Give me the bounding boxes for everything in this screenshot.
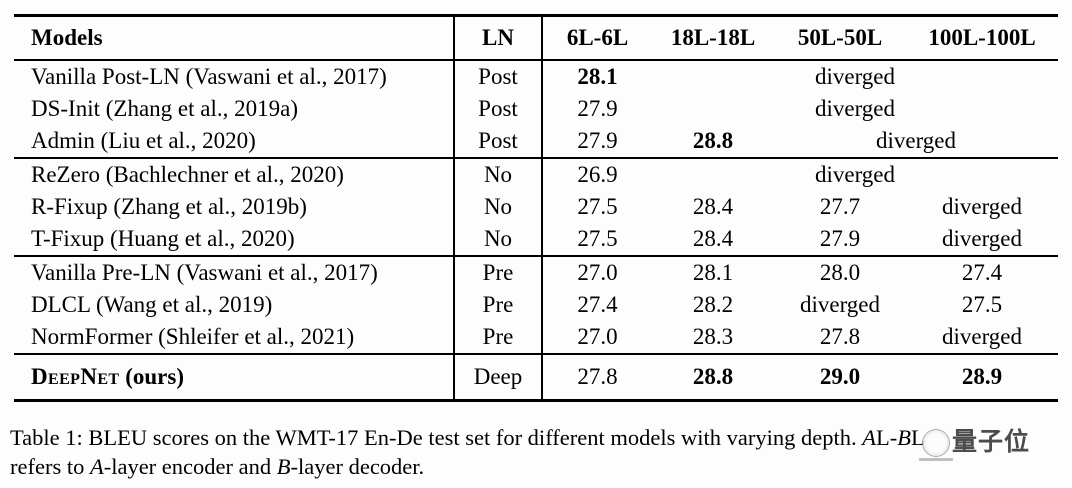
ln-type-cell: Post <box>454 125 543 158</box>
bleu-score-cell: 27.4 <box>961 259 1003 285</box>
bleu-score-cell: 28.8 <box>692 127 734 153</box>
column-header-ln: LN <box>454 15 543 60</box>
bleu-score-cell: 27.0 <box>577 259 618 285</box>
caption-line-1: Table 1: BLEU scores on the WMT-17 En-De… <box>10 425 925 450</box>
bleu-score-cell: 28.3 <box>692 323 734 349</box>
deepnet-group: DeepNet (ours) Deep 27.8 28.8 29.0 28.9 <box>14 354 1058 401</box>
bleu-score-cell: 27.9 <box>577 127 618 153</box>
diverged-cell: diverged <box>941 193 1023 219</box>
diverged-cell: diverged <box>875 127 957 153</box>
caption-line-2: refers to A-layer encoder and B-layer de… <box>10 454 425 479</box>
bleu-score-cell: 26.9 <box>577 161 618 187</box>
watermark: 量子位 <box>903 418 1063 476</box>
ln-type-cell: Post <box>454 60 543 93</box>
bleu-score-cell: 28.8 <box>692 363 734 389</box>
diverged-cell: diverged <box>814 161 896 187</box>
pre-ln-group: Vanilla Pre-LN (Vaswani et al., 2017) Pre… <box>14 256 1058 354</box>
table-row: NormFormer (Shleifer et al., 2021) Pre 27.… <box>14 321 1058 354</box>
watermark-text: 量子位 <box>952 427 1031 456</box>
ln-type-cell: No <box>454 223 543 256</box>
diverged-cell: diverged <box>941 225 1023 251</box>
table-row: T-Fixup (Huang et al., 2020) No 27.5 28.4 27… <box>14 223 1058 256</box>
bleu-score-cell: 28.4 <box>692 193 734 219</box>
ln-type-cell: Pre <box>454 256 543 289</box>
bleu-score-cell: 27.9 <box>819 225 861 251</box>
diverged-cell: diverged <box>814 95 896 121</box>
post-ln-group: Vanilla Post-LN (Vaswani et al., 2017) Po… <box>14 60 1058 158</box>
ln-type-cell: No <box>454 158 543 191</box>
ln-type-cell: Pre <box>454 321 543 354</box>
ln-type-cell: No <box>454 191 543 223</box>
column-header-depth-2: 50L-50L <box>797 24 883 50</box>
bleu-score-cell: 27.7 <box>819 193 861 219</box>
bleu-score-cell: 28.1 <box>692 259 734 285</box>
table-row: DS-Init (Zhang et al., 2019a) Post 27.9 div… <box>14 93 1058 125</box>
deepnet-name: DeepNet <box>31 363 120 389</box>
bleu-score-cell: 27.4 <box>577 291 618 317</box>
table-row: Vanilla Pre-LN (Vaswani et al., 2017) Pre… <box>14 256 1058 289</box>
bleu-score-cell: 29.0 <box>819 363 861 389</box>
bleu-score-cell: 27.8 <box>577 363 618 389</box>
diverged-cell: diverged <box>814 63 896 89</box>
diverged-cell: diverged <box>799 291 881 317</box>
table-row: Vanilla Post-LN (Vaswani et al., 2017) Po… <box>14 60 1058 93</box>
bleu-score-cell: 27.5 <box>577 193 618 219</box>
model-cell: DeepNet (ours) <box>14 354 455 401</box>
column-header-depth-0: 6L-6L <box>566 24 629 50</box>
column-header-depth-1: 18L-18L <box>670 24 756 50</box>
table-row: DeepNet (ours) Deep 27.8 28.8 29.0 28.9 <box>14 354 1058 401</box>
bleu-score-cell: 27.9 <box>577 95 618 121</box>
column-header-depth-3: 100L-100L <box>928 24 1036 50</box>
bleu-score-cell: 28.4 <box>692 225 734 251</box>
model-cell: T-Fixup (Huang et al., 2020) <box>14 223 455 256</box>
no-ln-group: ReZero (Bachlechner et al., 2020) No 26.9 d… <box>14 158 1058 256</box>
bleu-score-cell: 27.5 <box>961 291 1003 317</box>
bleu-score-cell: 28.1 <box>577 63 618 89</box>
table-header-row: Models LN 6L-6L 18L-18L 50L-50L 100L-100L <box>14 15 1058 60</box>
bleu-score-cell: 27.0 <box>577 323 618 349</box>
header-row: Models LN 6L-6L 18L-18L 50L-50L 100L-100L <box>14 15 1058 60</box>
bleu-score-cell: 28.9 <box>961 363 1003 389</box>
model-cell: ReZero (Bachlechner et al., 2020) <box>14 158 455 191</box>
bleu-score-cell: 28.2 <box>692 291 734 317</box>
model-cell: R-Fixup (Zhang et al., 2019b) <box>14 191 455 223</box>
ln-type-cell: Post <box>454 93 543 125</box>
column-header-models: Models <box>14 15 455 60</box>
model-cell: Vanilla Post-LN (Vaswani et al., 2017) <box>14 60 455 93</box>
bleu-score-cell: 28.0 <box>819 259 861 285</box>
model-cell: DS-Init (Zhang et al., 2019a) <box>14 93 455 125</box>
deepnet-ours-suffix: (ours) <box>119 363 185 389</box>
diverged-cell: diverged <box>941 323 1023 349</box>
model-cell: Admin (Liu et al., 2020) <box>14 125 455 158</box>
table-caption: Table 1: BLEU scores on the WMT-17 En-De… <box>10 423 925 481</box>
bleu-score-table: Models LN 6L-6L 18L-18L 50L-50L 100L-100L Van… <box>14 14 1058 402</box>
bleu-score-cell: 27.8 <box>819 323 861 349</box>
model-cell: NormFormer (Shleifer et al., 2021) <box>14 321 455 354</box>
table-row: ReZero (Bachlechner et al., 2020) No 26.9 d… <box>14 158 1058 191</box>
bleu-score-cell: 27.5 <box>577 225 618 251</box>
table-row: DLCL (Wang et al., 2019) Pre 27.4 28.2 diver… <box>14 289 1058 321</box>
table-row: R-Fixup (Zhang et al., 2019b) No 27.5 28.4 2… <box>14 191 1058 223</box>
ln-type-cell: Deep <box>454 354 543 401</box>
table-row: Admin (Liu et al., 2020) Post 27.9 28.8 dive… <box>14 125 1058 158</box>
watermark-logo-icon <box>922 429 950 457</box>
model-cell: Vanilla Pre-LN (Vaswani et al., 2017) <box>14 256 455 289</box>
ln-type-cell: Pre <box>454 289 543 321</box>
model-cell: DLCL (Wang et al., 2019) <box>14 289 455 321</box>
